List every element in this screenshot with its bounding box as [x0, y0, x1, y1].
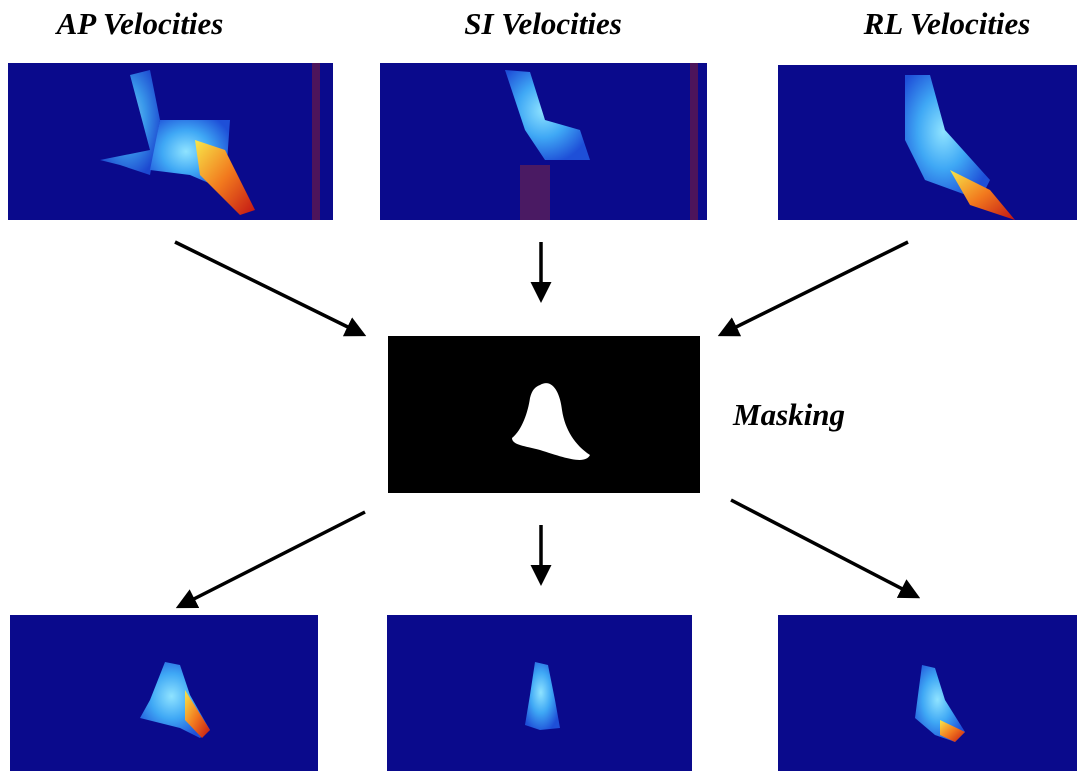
input-title: RL Velocities [863, 6, 1031, 41]
rl-masked-image [778, 615, 1077, 771]
si-masked-image [387, 615, 692, 771]
input-title: AP Velocities [55, 6, 224, 41]
arrow [175, 242, 360, 333]
arrow [731, 500, 914, 595]
page: AP Velocities SI Velocities RL Velocitie… [0, 0, 1083, 771]
si-velocity-image [380, 63, 707, 220]
input-title: SI Velocities [464, 6, 622, 41]
rl-velocity-image [778, 65, 1077, 220]
ap-velocity-image [8, 63, 333, 220]
mask-image [388, 336, 700, 493]
ap-masked-image [10, 615, 318, 771]
diagram: AP Velocities SI Velocities RL Velocitie… [0, 0, 1083, 771]
arrow [724, 242, 908, 333]
arrow [182, 512, 365, 605]
mask-label: Masking [732, 397, 845, 432]
